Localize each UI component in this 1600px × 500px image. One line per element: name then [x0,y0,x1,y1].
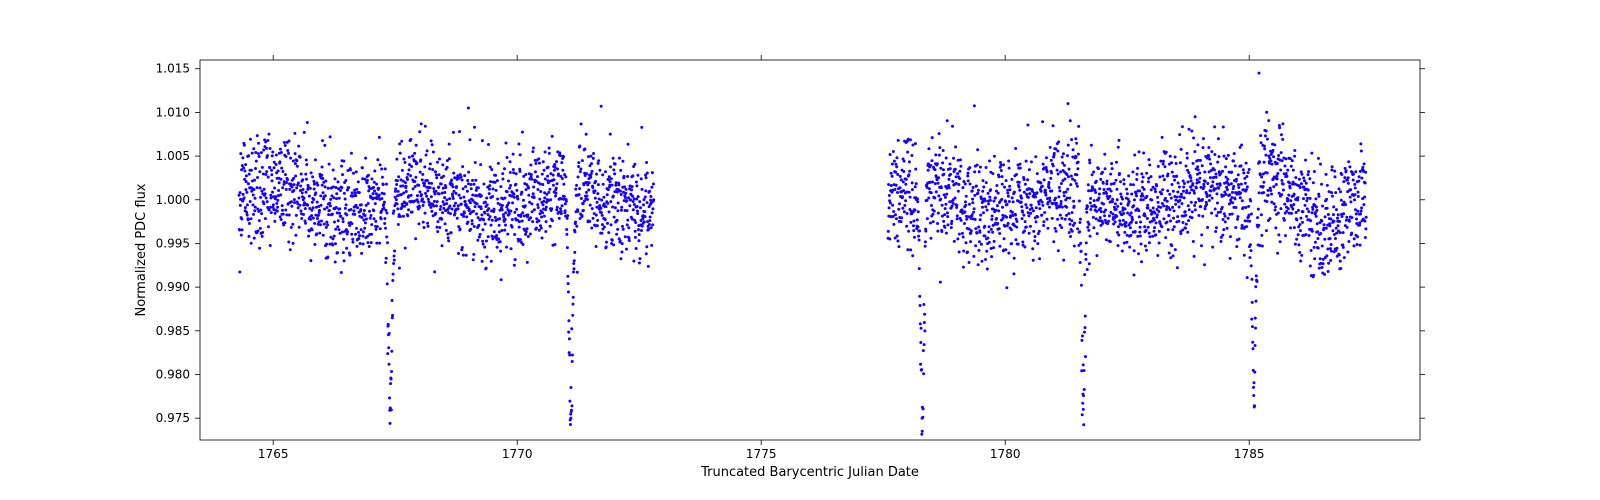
y-tick-label: 1.015 [156,62,190,76]
x-tick-label: 1765 [258,447,289,461]
x-tick-label: 1770 [502,447,533,461]
y-tick-label: 0.975 [156,411,190,425]
y-tick-label: 0.995 [156,236,190,250]
y-tick-label: 1.005 [156,149,190,163]
x-tick-label: 1785 [1234,447,1265,461]
x-axis-label: Truncated Barycentric Julian Date [700,465,919,480]
y-tick-label: 0.985 [156,324,190,338]
y-tick-label: 0.980 [156,367,190,381]
x-tick-label: 1775 [746,447,777,461]
plot-background [200,60,1420,440]
chart-svg: 1765 1770 1775 1780 1785 0.975 0.980 0.985 0.99… [0,0,1600,500]
y-tick-label: 1.000 [156,193,190,207]
lightcurve-chart: 1765 1770 1775 1780 1785 0.975 0.980 0.985 0.99… [0,0,1600,500]
y-tick-label: 0.990 [156,280,190,294]
x-tick-label: 1780 [990,447,1021,461]
y-axis-label: Normalized PDC flux [134,183,149,316]
y-tick-label: 1.010 [156,105,190,119]
